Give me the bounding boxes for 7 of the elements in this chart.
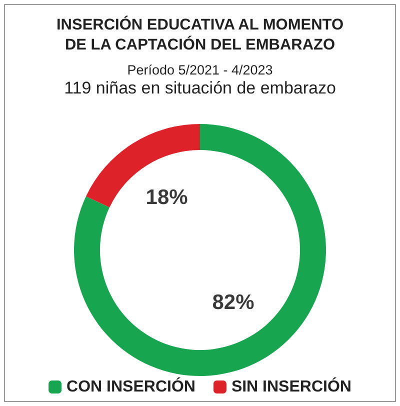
chart-subtitle: Período 5/2021 - 4/2023 [127,62,273,78]
text: 119 niñas en situación de embarazo [64,78,336,98]
legend-label: CON INSERCIÓN [66,376,196,396]
legend-label: SIN INSERCIÓN [231,376,352,396]
chart-title: INSERCIÓN EDUCATIVA AL MOMENTO DE LA CAPTACIÓN DEL EMBARAZO [56,16,344,54]
data-label: 18% [146,186,188,210]
data-label: 82% [212,290,255,314]
